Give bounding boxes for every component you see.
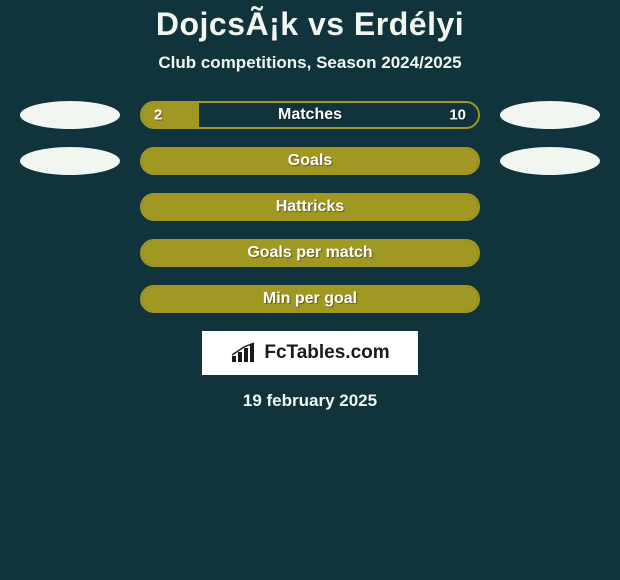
left-slot [20,193,120,221]
right-slot [500,239,600,267]
left-slot [20,285,120,313]
player-left-ellipse [20,147,120,175]
stat-bar-left [142,241,478,265]
stat-bar: Hattricks [140,193,480,221]
stat-bar-left [142,195,478,219]
stat-bar-right [199,103,478,127]
stat-row: Goals [0,147,620,175]
stat-row: Min per goal [0,285,620,313]
stat-value-left: 2 [154,107,162,124]
left-slot [20,147,120,175]
player-right-ellipse [500,147,600,175]
left-slot [20,101,120,129]
page-title: DojcsÃ¡k vs Erdélyi [0,6,620,43]
left-slot [20,239,120,267]
player-left-ellipse [20,101,120,129]
chart-icon [230,342,258,364]
right-slot [500,285,600,313]
footer-date: 19 february 2025 [0,391,620,411]
brand-text: FcTables.com [264,342,389,364]
right-slot [500,147,600,175]
stat-bar: Goals [140,147,480,175]
right-slot [500,101,600,129]
stat-bar-left [142,103,199,127]
stat-bar-left [142,149,478,173]
stat-rows: Matches210GoalsHattricksGoals per matchM… [0,101,620,313]
brand-box: FcTables.com [202,331,418,375]
stat-bar: Matches210 [140,101,480,129]
comparison-infographic: DojcsÃ¡k vs Erdélyi Club competitions, S… [0,0,620,580]
stat-row: Matches210 [0,101,620,129]
stat-row: Goals per match [0,239,620,267]
stat-bar: Min per goal [140,285,480,313]
stat-bar-left [142,287,478,311]
player-right-ellipse [500,101,600,129]
stat-row: Hattricks [0,193,620,221]
stat-value-right: 10 [449,107,466,124]
right-slot [500,193,600,221]
subtitle: Club competitions, Season 2024/2025 [0,53,620,73]
stat-bar: Goals per match [140,239,480,267]
